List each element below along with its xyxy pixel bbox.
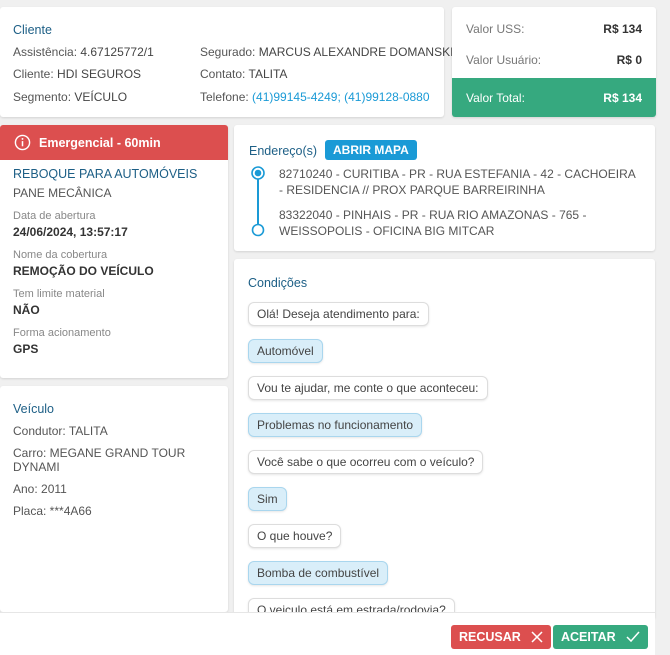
field-value: NÃO (13, 303, 40, 317)
condicoes-title: Condições (248, 276, 308, 290)
valores-card: Valor USS: R$ 134 Valor Usuário: R$ 0 Valo… (452, 7, 656, 117)
abrir-mapa-button[interactable]: ABRIR MAPA (325, 140, 417, 160)
check-icon (626, 631, 640, 643)
footer-bar: RECUSAR ACEITAR (0, 612, 655, 655)
servico-motivo: PANE MECÂNICA (13, 186, 112, 200)
veiculo-row: Condutor: TALITA (13, 424, 108, 438)
condicoes-card: Condições Olá! Deseja atendimento para: A… (234, 259, 655, 619)
question-bubble: O que houve? (248, 524, 342, 548)
cliente-card: Cliente Assistência: 4.67125772/1 Client… (0, 7, 453, 117)
valor-total: Valor Total: R$ 134 (452, 78, 656, 117)
segmento: Segmento: VEÍCULO (13, 90, 128, 104)
answer-bubble: Bomba de combustível (248, 561, 389, 585)
valor-uss: Valor USS: R$ 134 (466, 21, 642, 36)
veiculo-row: Placa: ***4A66 (13, 504, 92, 518)
endereco-origem: 82710240 - CURITIBA - PR - RUA ESTEFANIA… (279, 167, 636, 197)
info-icon (14, 134, 31, 151)
veiculo-title: Veículo (13, 402, 55, 416)
telefone: Telefone: (41)99145-4249; (41)99128-0880 (200, 90, 430, 104)
question-bubble: Você sabe o que ocorreu com o veículo? (248, 450, 484, 474)
answer-bubble: Sim (248, 487, 287, 511)
emergencial-badge: Emergencial - 60min (0, 125, 228, 160)
endereco-destino: 83322040 - PINHAIS - PR - RUA RIO AMAZON… (279, 208, 587, 238)
answer-bubble: Automóvel (248, 339, 323, 363)
veiculo-row: Carro: MEGANE GRAND TOUR DYNAMI (13, 446, 186, 474)
field-label: Nome da cobertura (13, 249, 108, 261)
field-value: REMOÇÃO DO VEÍCULO (13, 264, 154, 278)
field-label: Forma acionamento (13, 327, 111, 339)
question-bubble: Olá! Deseja atendimento para: (248, 302, 429, 326)
servico-tipo: REBOQUE PARA AUTOMÓVEIS (13, 167, 198, 181)
servico-card: Emergencial - 60min REBOQUE PARA AUTOMÓV… (0, 125, 228, 378)
answer-bubble: Problemas no funcionamento (248, 413, 423, 437)
telefone-link[interactable]: (41)99145-4249; (41)99128-0880 (252, 90, 430, 104)
assistencia: Assistência: 4.67125772/1 (13, 45, 154, 59)
field-label: Tem limite material (13, 288, 105, 300)
field-value: 24/06/2024, 13:57:17 (13, 225, 128, 239)
question-bubble: Vou te ajudar, me conte o que aconteceu: (248, 376, 488, 400)
contato: Contato: TALITA (200, 67, 288, 81)
valor-usuario: Valor Usuário: R$ 0 (466, 52, 642, 67)
enderecos-title: Endereço(s) (249, 144, 318, 158)
veiculo-row: Ano: 2011 (13, 482, 67, 496)
enderecos-card: Endereço(s) ABRIR MAPA 82710240 - CURITI… (234, 125, 655, 251)
cliente-title: Cliente (13, 23, 52, 37)
cliente: Cliente: HDI SEGUROS (13, 67, 142, 81)
aceitar-button[interactable]: ACEITAR (553, 625, 648, 649)
veiculo-card: Veículo Condutor: TALITA Carro: MEGANE GR… (0, 386, 228, 612)
recusar-button[interactable]: RECUSAR (451, 625, 551, 649)
field-value: GPS (13, 342, 39, 356)
close-icon (531, 631, 543, 643)
field-label: Data de abertura (13, 210, 96, 222)
segurado: Segurado: MARCUS ALEXANDRE DOMANSKI (200, 45, 454, 59)
route-timeline-icon (251, 166, 265, 237)
